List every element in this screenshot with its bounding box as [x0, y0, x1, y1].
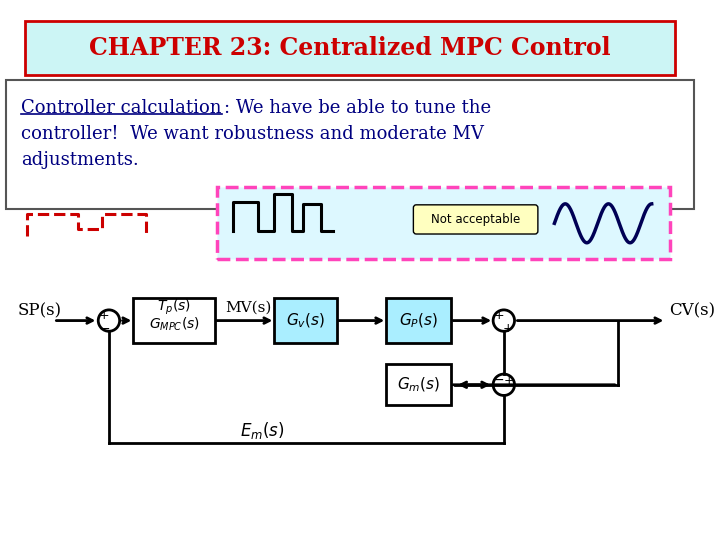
Text: $T_p(s)$: $T_p(s)$: [157, 298, 191, 316]
Text: +: +: [503, 374, 514, 387]
Text: : We have be able to tune the: : We have be able to tune the: [224, 99, 491, 117]
FancyBboxPatch shape: [6, 80, 695, 209]
Text: $G_{MPC}(s)$: $G_{MPC}(s)$: [148, 316, 199, 333]
Text: $G_v(s)$: $G_v(s)$: [286, 312, 325, 330]
FancyBboxPatch shape: [386, 298, 451, 343]
Text: controller!  We want robustness and moderate MV: controller! We want robustness and moder…: [22, 125, 485, 143]
Text: adjustments.: adjustments.: [22, 151, 139, 169]
Text: −: −: [98, 321, 110, 335]
Text: Controller calculation: Controller calculation: [22, 99, 222, 117]
Text: Not acceptable: Not acceptable: [431, 213, 521, 226]
Text: +: +: [503, 322, 513, 335]
Text: −: −: [492, 373, 504, 387]
Text: SP(s): SP(s): [17, 302, 62, 319]
Text: MV(s): MV(s): [225, 301, 272, 315]
FancyBboxPatch shape: [413, 205, 538, 234]
FancyBboxPatch shape: [274, 298, 336, 343]
Text: CHAPTER 23: Centralized MPC Control: CHAPTER 23: Centralized MPC Control: [89, 36, 611, 60]
Text: $G_P(s)$: $G_P(s)$: [399, 312, 438, 330]
Text: CV(s): CV(s): [669, 302, 715, 319]
FancyBboxPatch shape: [25, 21, 675, 76]
Text: +: +: [99, 309, 109, 322]
Text: +: +: [494, 309, 504, 322]
FancyBboxPatch shape: [217, 187, 670, 259]
Text: $E_m(s)$: $E_m(s)$: [240, 420, 285, 441]
Text: $G_m(s)$: $G_m(s)$: [397, 376, 440, 394]
FancyBboxPatch shape: [133, 298, 215, 343]
FancyBboxPatch shape: [386, 364, 451, 405]
